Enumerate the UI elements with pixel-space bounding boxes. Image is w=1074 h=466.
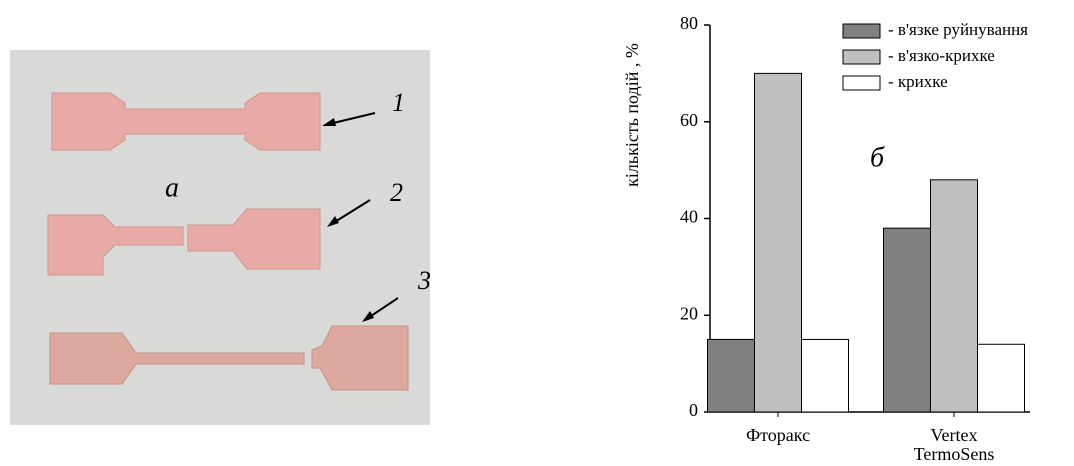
photo: а 1 2 3 bbox=[10, 50, 431, 425]
bar bbox=[708, 339, 755, 412]
legend-label: - в'язке руйнування bbox=[888, 20, 1028, 39]
y-tick-label: 60 bbox=[680, 110, 698, 130]
marker: 2 bbox=[390, 178, 403, 207]
bar bbox=[931, 180, 978, 412]
x-tick-label: Vertex TermoSens bbox=[909, 426, 999, 464]
y-axis-label: кількість подій , % bbox=[622, 43, 642, 187]
legend-swatch bbox=[843, 24, 880, 38]
x-tick-label: Фторакс bbox=[733, 426, 823, 445]
marker: 1 bbox=[392, 88, 405, 117]
legend-swatch bbox=[843, 50, 880, 64]
legend-swatch bbox=[843, 76, 880, 90]
legend-label: - крихке bbox=[888, 72, 948, 91]
panel-label: б bbox=[870, 142, 885, 173]
y-tick-label: 40 bbox=[680, 207, 698, 227]
bar bbox=[755, 73, 802, 412]
panel-label: а bbox=[165, 172, 179, 203]
figure: а 1 2 3 б кількість подій , % 0 20 40 60 80 -… bbox=[0, 0, 1074, 466]
y-tick-label: 0 bbox=[689, 400, 698, 420]
bar bbox=[884, 228, 931, 412]
y-tick-label: 80 bbox=[680, 13, 698, 33]
legend-label: - в'язко-крихке bbox=[888, 46, 995, 65]
marker: 3 bbox=[417, 266, 431, 295]
bar bbox=[978, 344, 1025, 412]
bar bbox=[802, 339, 849, 412]
y-tick-label: 20 bbox=[680, 303, 698, 323]
page: а 1 2 3 б кількість подій , % 0 20 40 60 80 -… bbox=[0, 0, 1074, 466]
